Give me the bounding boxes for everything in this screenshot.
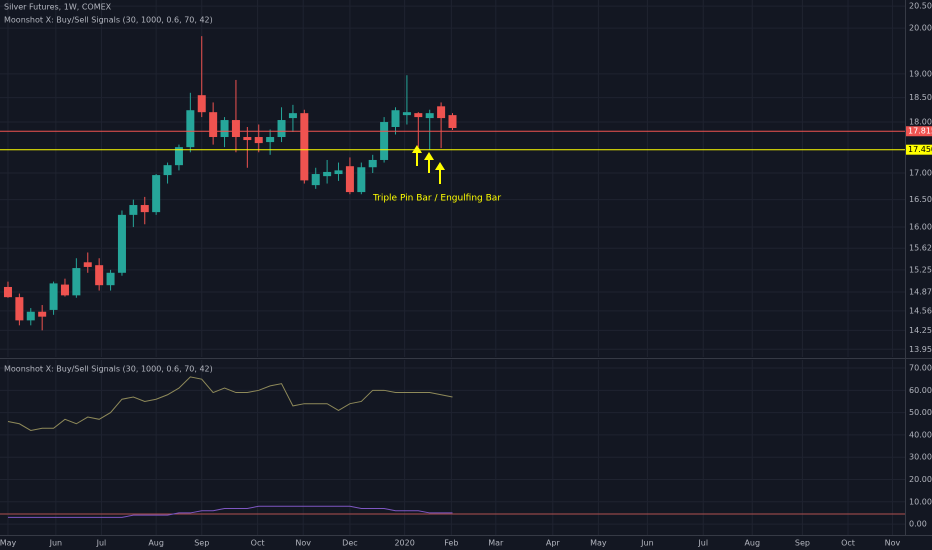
chart-title: Silver Futures, 1W, COMEX [4,3,112,12]
x-tick-label: May [590,539,607,548]
y-tick-label: 17.000 [909,168,932,177]
candle-body [117,214,126,273]
candle-body [83,262,92,267]
candle-body [266,137,275,143]
y-tick-label: 16.000 [909,223,932,232]
y-tick-label: 20.00 [909,475,932,484]
x-tick-label: Mar [488,539,504,548]
x-tick-label: 2020 [394,539,414,548]
x-tick-label: Oct [841,539,855,548]
indicator-label: Moonshot X: Buy/Sell Signals (30, 1000, … [4,16,213,25]
y-tick-label: 40.00 [909,430,932,439]
candle-body [300,113,309,181]
indicator-line [7,505,453,518]
candle-body [26,311,35,321]
candle-body [163,165,172,176]
y-tick-label: 15.625 [909,244,932,253]
x-tick-label: Jul [96,539,107,548]
price-label-box [906,144,932,155]
candle-body [197,95,206,113]
x-tick-label: Sep [795,539,810,548]
y-tick-label: 20.500 [909,2,932,11]
x-tick-label: Sep [194,539,209,548]
y-tick-label: 19.000 [909,69,932,78]
indicator-line [7,376,453,431]
candle-body [220,120,229,138]
candle-body [345,166,354,193]
x-tick-label: Jun [640,539,654,548]
annotation: Triple Pin Bar / Engulfing Bar [372,194,501,204]
candle-body [152,175,161,213]
candle-body [402,112,411,116]
x-tick-label: Oct [251,539,265,548]
price-label: 17.815 [908,127,932,136]
y-tick-label: 0.00 [909,520,927,529]
x-tick-label: Nov [885,539,901,548]
price-label-box [906,126,932,137]
candle-body [254,137,263,144]
candle-body [448,115,457,128]
y-tick-label: 18.500 [909,93,932,102]
candle-body [186,110,195,148]
candle-body [357,167,366,193]
candle-body [368,159,377,168]
price-label: 17.450 [908,145,932,154]
x-tick-label: Dec [342,539,357,548]
candle-body [231,120,240,138]
candle-body [3,286,12,298]
arrows [412,145,445,184]
candle-body [60,284,69,296]
candle-body [209,112,218,138]
arrow-head [435,162,445,170]
arrow-head [412,145,422,153]
y-tick-label: 10.00 [909,497,932,506]
candle-body [334,170,343,175]
candle-body [38,311,47,317]
x-tick-label: Jul [697,539,708,548]
candle-body [288,113,297,119]
y-tick-label: 18.000 [909,118,932,127]
candle-body [323,171,332,177]
candle-body [129,205,138,215]
y-tick-label: 50.00 [909,408,932,417]
y-tick-label: 15.250 [909,265,932,274]
candle-body [380,122,389,160]
y-tick-label: 14.565 [909,306,932,315]
candle-body [15,297,24,321]
x-tick-label: Feb [444,539,458,548]
candle-body [106,272,115,286]
candle-body [391,110,400,127]
candle-body [174,147,183,166]
candle-body [425,113,434,119]
candle-body [49,283,58,310]
y-tick-label: 70.00 [909,364,932,373]
y-tick-label: 30.00 [909,453,932,462]
candle-body [95,265,104,286]
candle-body [311,174,320,186]
y-tick-label: 16.500 [909,195,932,204]
y-tick-label: 13.950 [909,345,932,354]
y-tick-label: 60.00 [909,386,932,395]
y-tick-label: 14.250 [909,326,932,335]
y-tick-label: 20.000 [909,24,932,33]
grid-layer [0,0,905,535]
x-tick-label: Aug [148,539,164,548]
candle-body [243,137,252,141]
candle-body [414,113,423,118]
y-tick-label: 14.875 [909,288,932,297]
candle-body [277,120,286,138]
x-tick-label: Jun [49,539,63,548]
x-tick-label: Nov [295,539,311,548]
candle-body [437,106,446,119]
x-tick-label: May [0,539,17,548]
indicator-title: Moonshot X: Buy/Sell Signals (30, 1000, … [4,365,213,374]
x-tick-label: Aug [744,539,760,548]
x-tick-label: Apr [546,539,561,548]
candle-body [72,268,81,296]
candle-body [140,205,149,213]
arrow-head [424,152,434,160]
